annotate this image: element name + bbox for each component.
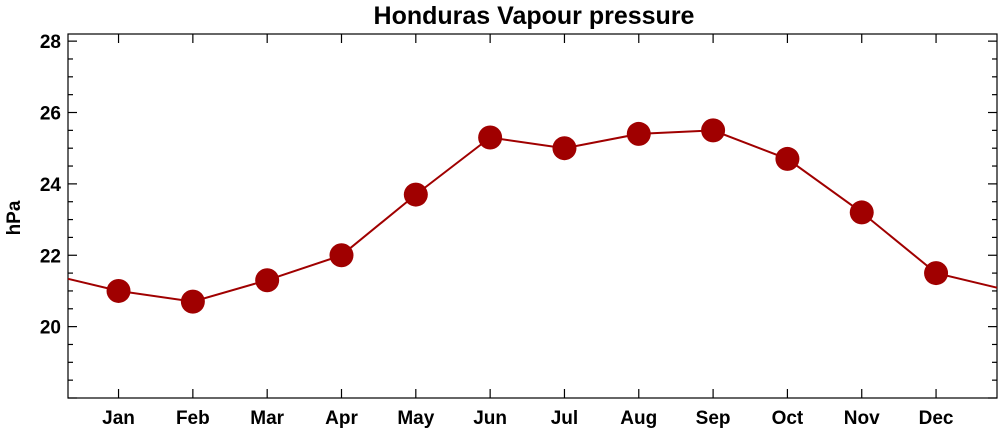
x-tick-label: Oct xyxy=(772,408,804,429)
x-tick-label: Jul xyxy=(551,408,578,429)
data-point-jul xyxy=(552,136,577,161)
series-line-path xyxy=(67,129,998,303)
series-markers xyxy=(106,118,949,314)
x-tick-label: Feb xyxy=(176,408,210,429)
x-tick-label: Sep xyxy=(696,408,731,429)
x-tick-label: Apr xyxy=(325,408,358,429)
plot-frame xyxy=(67,33,998,399)
data-point-may xyxy=(403,182,428,207)
x-tick-label: Jan xyxy=(102,408,135,429)
data-point-aug xyxy=(626,121,651,146)
y-tick-label: 24 xyxy=(40,175,62,196)
y-tick-label: 20 xyxy=(40,318,61,339)
x-tick-labels: Jan Feb Mar Apr May Jun Jul Aug Sep Oct Nov Dec xyxy=(102,408,954,429)
y-axis-label: hPa xyxy=(4,200,25,235)
x-tick-label: May xyxy=(397,408,434,429)
axis-ticks xyxy=(68,34,997,399)
chart-title: Honduras Vapour pressure xyxy=(374,2,695,30)
data-point-sep xyxy=(701,118,726,143)
data-point-apr xyxy=(329,243,354,268)
y-tick-label: 26 xyxy=(40,104,61,125)
x-tick-label: Nov xyxy=(844,408,880,429)
data-point-jan xyxy=(106,278,131,303)
data-point-feb xyxy=(180,289,205,314)
x-tick-label: Jun xyxy=(473,408,507,429)
y-tick-label: 22 xyxy=(40,246,61,267)
x-tick-label: Mar xyxy=(250,408,284,429)
y-tick-labels: 20 22 24 26 28 xyxy=(40,32,62,338)
series-line xyxy=(67,129,998,303)
data-point-jun xyxy=(478,125,503,150)
x-tick-label: Aug xyxy=(620,408,657,429)
data-point-nov xyxy=(849,200,874,225)
data-point-dec xyxy=(924,261,949,286)
data-point-mar xyxy=(255,268,280,293)
y-tick-label: 28 xyxy=(40,32,61,53)
x-tick-label: Dec xyxy=(919,408,954,429)
data-point-oct xyxy=(775,146,800,171)
